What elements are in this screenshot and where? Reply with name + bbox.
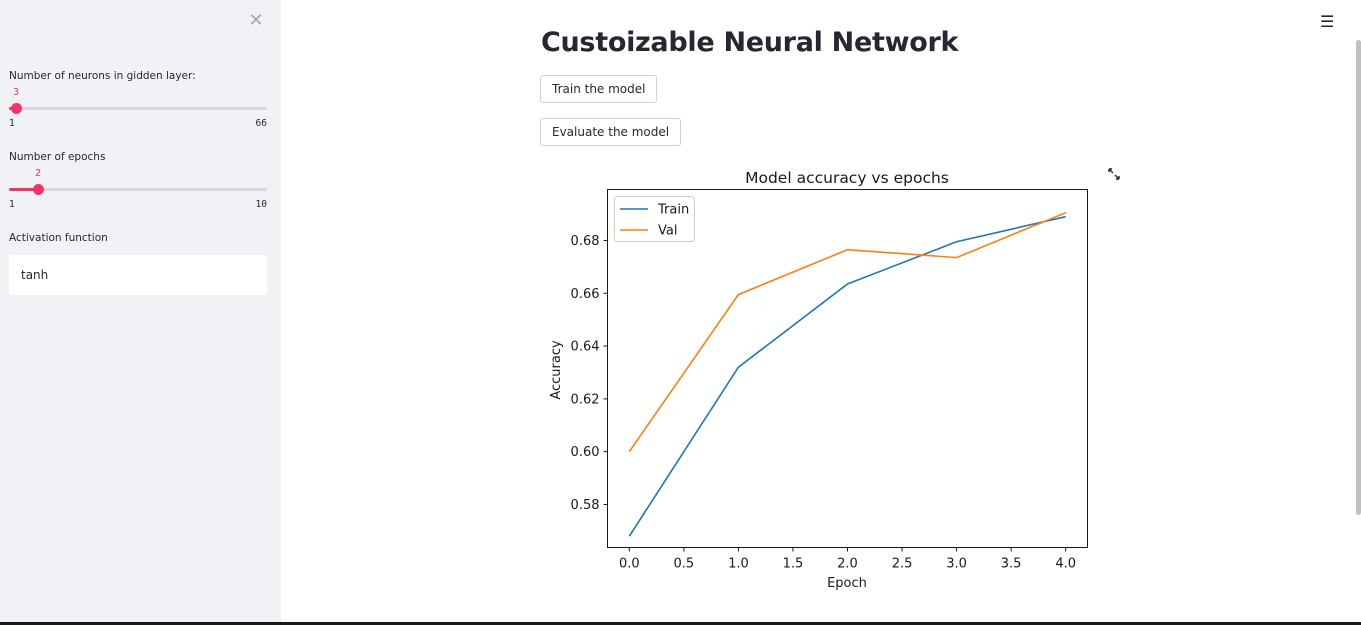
epochs-slider-label: Number of epochs bbox=[9, 151, 106, 163]
neurons-slider-label: Number of neurons in gidden layer: bbox=[9, 70, 196, 82]
y-tick-label: 0.68 bbox=[571, 234, 600, 249]
x-axis: 0.0 0.5 1.0 1.5 2.0 2.5 3.0 3.5 4.0 bbox=[619, 547, 1076, 572]
x-tick-label: 0.0 bbox=[619, 557, 640, 572]
vertical-scrollbar[interactable] bbox=[1356, 40, 1361, 515]
sidebar: ✕ Number of neurons in gidden layer: 3 1… bbox=[0, 0, 281, 625]
x-tick-label: 3.0 bbox=[946, 557, 967, 572]
chart-svg: Model accuracy vs epochs 0.0 0.5 1.0 1.5 2.0… bbox=[549, 169, 1088, 591]
x-tick-label: 0.5 bbox=[674, 557, 695, 572]
slider-max-value: 10 bbox=[255, 199, 267, 210]
window-bottom-edge bbox=[0, 622, 1361, 625]
y-axis-label: Accuracy bbox=[549, 340, 564, 400]
slider-min-value: 1 bbox=[9, 118, 15, 129]
x-tick-label: 4.0 bbox=[1055, 557, 1076, 572]
y-tick-label: 0.58 bbox=[571, 498, 600, 513]
slider-min-value: 1 bbox=[9, 199, 15, 210]
accuracy-chart: Model accuracy vs epochs 0.0 0.5 1.0 1.5 2.0… bbox=[540, 160, 1100, 604]
slider-max-value: 66 bbox=[255, 118, 267, 129]
y-tick-label: 0.62 bbox=[571, 392, 600, 407]
slider-current-value: 3 bbox=[12, 87, 20, 98]
page-title: Custoizable Neural Network bbox=[541, 27, 959, 58]
x-tick-label: 3.5 bbox=[1001, 557, 1022, 572]
y-tick-label: 0.60 bbox=[571, 445, 600, 460]
x-tick-label: 1.0 bbox=[728, 557, 749, 572]
slider-current-value: 2 bbox=[34, 168, 42, 179]
chart-legend: Train Val bbox=[614, 196, 695, 242]
fullscreen-expand-icon[interactable] bbox=[1106, 166, 1122, 182]
legend-label-val: Val bbox=[658, 224, 677, 239]
chart-title: Model accuracy vs epochs bbox=[745, 169, 949, 187]
neurons-slider[interactable]: 3 1 66 bbox=[9, 87, 267, 134]
close-icon[interactable]: ✕ bbox=[248, 10, 264, 31]
series-lines bbox=[628, 211, 1066, 537]
legend-label-train: Train bbox=[657, 203, 689, 218]
train-model-button[interactable]: Train the model bbox=[540, 75, 658, 103]
slider-thumb[interactable] bbox=[10, 103, 22, 114]
hamburger-menu-icon[interactable]: ☰ bbox=[1320, 12, 1335, 31]
x-tick-label: 2.0 bbox=[837, 557, 858, 572]
y-tick-label: 0.66 bbox=[571, 287, 600, 302]
x-axis-label: Epoch bbox=[827, 576, 867, 591]
slider-track[interactable] bbox=[9, 188, 267, 191]
activation-select-label: Activation function bbox=[9, 232, 108, 244]
slider-thumb[interactable] bbox=[32, 184, 44, 195]
evaluate-model-button[interactable]: Evaluate the model bbox=[540, 118, 682, 146]
slider-fill bbox=[9, 188, 38, 191]
activation-select[interactable]: tanh bbox=[9, 255, 267, 295]
y-tick-label: 0.64 bbox=[571, 340, 600, 355]
epochs-slider[interactable]: 2 1 10 bbox=[9, 168, 267, 215]
slider-track[interactable] bbox=[9, 107, 267, 110]
plot-area bbox=[607, 189, 1088, 548]
x-tick-label: 2.5 bbox=[892, 557, 913, 572]
y-axis: 0.58 0.60 0.62 0.64 0.66 0.68 bbox=[571, 234, 608, 513]
x-tick-label: 1.5 bbox=[783, 557, 804, 572]
